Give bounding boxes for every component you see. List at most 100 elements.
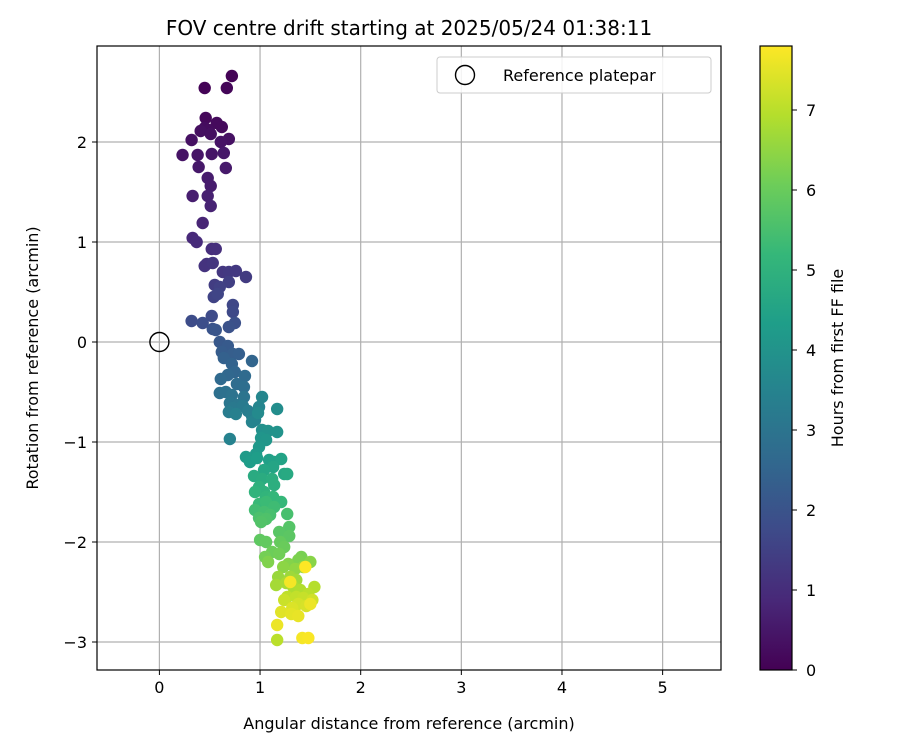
- data-point: [209, 323, 222, 337]
- y-tick-label: −1: [63, 433, 87, 452]
- data-point: [186, 189, 199, 203]
- data-point: [198, 81, 211, 95]
- legend-box: [436, 56, 712, 94]
- y-axis-title: Rotation from reference (arcmin): [23, 226, 42, 489]
- data-point: [209, 242, 222, 256]
- data-point: [281, 507, 294, 521]
- x-tick-label: 4: [557, 678, 567, 697]
- colorbar-ticks: 0 1 2 3 4 5 6 7: [792, 101, 816, 680]
- data-point: [229, 407, 243, 421]
- legend-marker: [454, 64, 476, 86]
- data-point: [284, 575, 297, 589]
- data-point: [278, 593, 291, 607]
- y-tick-label: −3: [63, 633, 87, 652]
- x-tick-label: 1: [255, 678, 265, 697]
- data-point: [196, 316, 209, 330]
- data-point: [176, 148, 189, 162]
- data-point: [225, 69, 239, 83]
- data-point: [199, 111, 212, 125]
- y-tick-label: 0: [77, 333, 87, 352]
- data-point: [222, 275, 236, 289]
- data-point: [226, 305, 240, 319]
- data-point: [239, 270, 253, 284]
- data-point: [201, 189, 214, 203]
- data-point: [194, 124, 207, 138]
- data-point: [222, 320, 236, 334]
- data-point: [229, 264, 243, 278]
- plot-area: 0 1 2 3 4 5 −3 −2 −1 0 1 2: [63, 45, 722, 697]
- data-point: [196, 216, 209, 230]
- colorbar-tick-label: 1: [806, 581, 816, 600]
- colorbar-tick-label: 2: [806, 501, 816, 520]
- data-point: [245, 415, 259, 429]
- x-axis-ticks: 0 1 2 3 4 5: [154, 670, 668, 697]
- data-point: [185, 133, 198, 147]
- data-point: [185, 314, 198, 328]
- plot-frame: [96, 45, 722, 671]
- data-point: [302, 631, 315, 645]
- colorbar-tick-label: 6: [806, 181, 816, 200]
- data-point: [204, 127, 217, 141]
- data-point: [270, 425, 284, 439]
- data-point: [259, 535, 273, 549]
- reference-platepar-marker: [149, 331, 170, 353]
- colorbar-title: Hours from first FF file: [828, 269, 847, 448]
- legend: Reference platepar: [436, 56, 712, 94]
- x-tick-label: 3: [456, 678, 466, 697]
- colorbar-gradient: [759, 45, 793, 671]
- y-axis-ticks: −3 −2 −1 0 1 2: [63, 133, 97, 652]
- colorbar-tick-label: 5: [806, 261, 816, 280]
- data-point: [267, 478, 281, 492]
- data-point: [248, 485, 262, 499]
- data-point: [219, 161, 233, 175]
- data-point: [232, 347, 246, 361]
- data-point: [272, 525, 286, 539]
- grid-lines: [97, 46, 721, 670]
- data-point: [217, 146, 231, 160]
- data-point: [190, 235, 203, 249]
- data-point: [299, 560, 312, 574]
- data-point: [237, 380, 251, 394]
- data-point: [270, 618, 284, 632]
- data-point: [238, 369, 252, 383]
- data-point: [283, 520, 296, 534]
- colorbar-tick-label: 4: [806, 341, 816, 360]
- colorbar-tick-label: 3: [806, 421, 816, 440]
- data-point: [204, 199, 217, 213]
- data-point: [214, 372, 227, 386]
- data-point: [261, 555, 275, 569]
- data-point: [292, 609, 305, 623]
- data-point: [205, 309, 218, 323]
- data-point: [251, 406, 265, 420]
- data-point: [274, 605, 288, 619]
- data-point: [192, 160, 205, 174]
- data-point: [215, 120, 228, 134]
- data-point: [272, 547, 286, 561]
- data-point: [274, 452, 288, 466]
- data-point: [269, 578, 283, 592]
- data-point: [304, 597, 317, 611]
- data-point: [276, 560, 290, 574]
- data-point: [223, 432, 237, 446]
- data-point: [250, 451, 264, 465]
- data-point: [205, 147, 218, 161]
- data-point: [245, 354, 259, 368]
- data-point: [281, 467, 294, 481]
- x-axis-title: Angular distance from reference (arcmin): [243, 714, 574, 733]
- data-point: [255, 390, 269, 404]
- data-points: [176, 69, 321, 647]
- data-point: [204, 179, 217, 193]
- chart-title: FOV centre drift starting at 2025/05/24 …: [166, 16, 652, 40]
- x-tick-label: 2: [356, 678, 366, 697]
- y-tick-label: 1: [77, 233, 87, 252]
- data-point: [283, 529, 296, 543]
- data-point: [206, 256, 219, 270]
- data-point: [191, 148, 204, 162]
- colorbar: 0 1 2 3 4 5 6 7: [759, 45, 816, 680]
- x-tick-label: 0: [154, 678, 164, 697]
- data-point: [220, 81, 234, 95]
- data-point: [270, 633, 284, 647]
- data-point: [214, 135, 227, 149]
- data-point: [270, 402, 284, 416]
